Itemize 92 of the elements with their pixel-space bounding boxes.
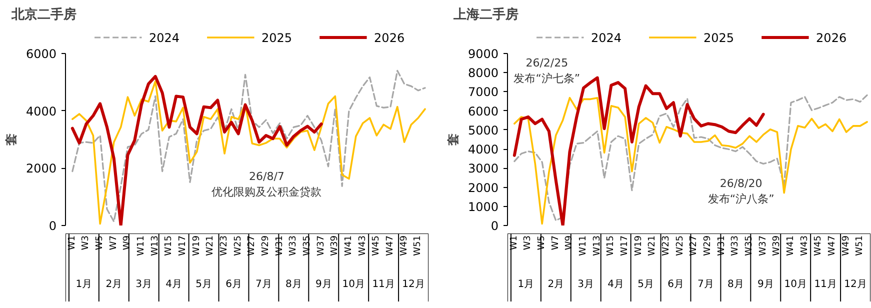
legend-label: 2025: [262, 31, 292, 45]
x-tick-label: W29: [703, 235, 714, 256]
y-tick-label: 0: [48, 219, 57, 233]
x-tick-label: W49: [841, 235, 852, 256]
y-tick-label: 1000: [468, 200, 499, 214]
x-tick-label: W45: [372, 236, 382, 256]
x-tick-label: W7: [550, 236, 561, 250]
line-series: [70, 74, 323, 226]
annotation: 26/8/7 优化限购及公积金贷款: [212, 170, 322, 199]
text: 9月: [757, 279, 774, 290]
text: 11月: [814, 279, 837, 290]
y-axis-title: 套: [446, 134, 460, 146]
legend-label: 2025: [704, 31, 734, 45]
x-tick-label: W43: [358, 236, 368, 256]
x-tick-label: W13: [592, 236, 602, 256]
legend-label: 2024: [148, 31, 180, 45]
x-tick-label: W23: [662, 236, 672, 256]
text: 2月: [106, 279, 122, 290]
x-tick-label: W37: [758, 236, 768, 256]
y-tick-label: 9000: [468, 47, 499, 61]
text: 8月: [727, 279, 744, 290]
x-tick-label: W13: [150, 236, 160, 256]
x-tick-label: W29: [261, 235, 272, 256]
x-tick-label: W41: [344, 236, 354, 256]
x-tick-label: W15: [606, 236, 616, 256]
x-tick-label: W3: [81, 236, 92, 250]
x-tick-label: W51: [855, 236, 866, 256]
text: 6月: [668, 279, 684, 290]
x-tick-label: W43: [800, 236, 810, 256]
x-tick-label: W21: [648, 236, 658, 256]
text: 8月: [285, 279, 302, 290]
y-tick-label: 2000: [26, 162, 57, 176]
y-tick-label: 3000: [468, 162, 499, 176]
y-tick-label: 5000: [468, 123, 499, 138]
x-tick-label: W39: [772, 235, 782, 256]
x-tick-label: W25: [675, 236, 686, 256]
x-tick-label: W49: [399, 235, 410, 256]
x-tick-label: W17: [178, 236, 188, 256]
y-tick-label: 2000: [468, 180, 499, 195]
x-tick-label: W37: [316, 236, 326, 256]
x-tick-label: W15: [164, 236, 174, 256]
text: 1月: [76, 279, 92, 290]
text: 10月: [784, 279, 807, 290]
legend-label: 2026: [816, 31, 847, 45]
text: 4月: [166, 279, 182, 290]
x-tick-label: W11: [578, 236, 589, 256]
text: 9月: [315, 279, 332, 290]
text: 7月: [698, 279, 714, 290]
text: 12月: [844, 279, 867, 290]
chart-title: 上海二手房: [452, 6, 518, 22]
text: 5月: [638, 279, 654, 290]
x-tick-label: W45: [814, 236, 824, 256]
y-tick-label: 6000: [26, 47, 57, 61]
text: 3月: [136, 279, 152, 290]
x-tick-label: W11: [136, 236, 147, 256]
text: 3月: [578, 279, 594, 290]
text: 11月: [372, 279, 395, 290]
text: 5月: [196, 279, 212, 290]
text: 6月: [226, 279, 242, 290]
text: 10月: [342, 279, 365, 290]
x-tick-label: W33: [288, 236, 299, 256]
x-tick-label: W7: [108, 236, 119, 250]
legend-label: 2026: [374, 31, 405, 45]
x-tick-label: W39: [330, 235, 340, 256]
text: 7月: [256, 279, 272, 290]
x-tick-label: W3: [523, 236, 534, 250]
y-tick-label: 7000: [468, 85, 499, 100]
y-tick-label: 4000: [468, 142, 499, 157]
y-tick-label: 8000: [468, 66, 499, 80]
x-tick-label: W19: [192, 235, 202, 256]
annotation: 26/2/25 发布“沪七条”: [514, 56, 580, 85]
x-tick-label: W47: [385, 236, 396, 256]
x-tick-label: W17: [620, 236, 630, 256]
annotation: 26/8/20 发布“沪八条”: [708, 176, 774, 206]
x-tick-label: W23: [220, 236, 230, 256]
x-tick-label: W33: [730, 236, 741, 256]
x-tick-label: W19: [634, 235, 644, 256]
chart-title: 北京二手房: [10, 6, 76, 22]
x-tick-label: W25: [233, 236, 244, 256]
text: 1月: [518, 279, 534, 290]
x-tick-label: W21: [206, 236, 216, 256]
x-tick-label: W47: [827, 236, 838, 256]
text: 12月: [402, 279, 425, 290]
y-tick-label: 6000: [468, 104, 499, 118]
text: 2月: [548, 279, 564, 290]
y-axis-title: 套: [4, 134, 18, 146]
y-tick-label: 4000: [26, 104, 57, 118]
x-tick-label: W51: [413, 236, 424, 256]
y-tick-label: 0: [490, 219, 499, 233]
legend-label: 2024: [590, 31, 622, 45]
text: 4月: [608, 279, 624, 290]
x-tick-label: W41: [786, 236, 796, 256]
